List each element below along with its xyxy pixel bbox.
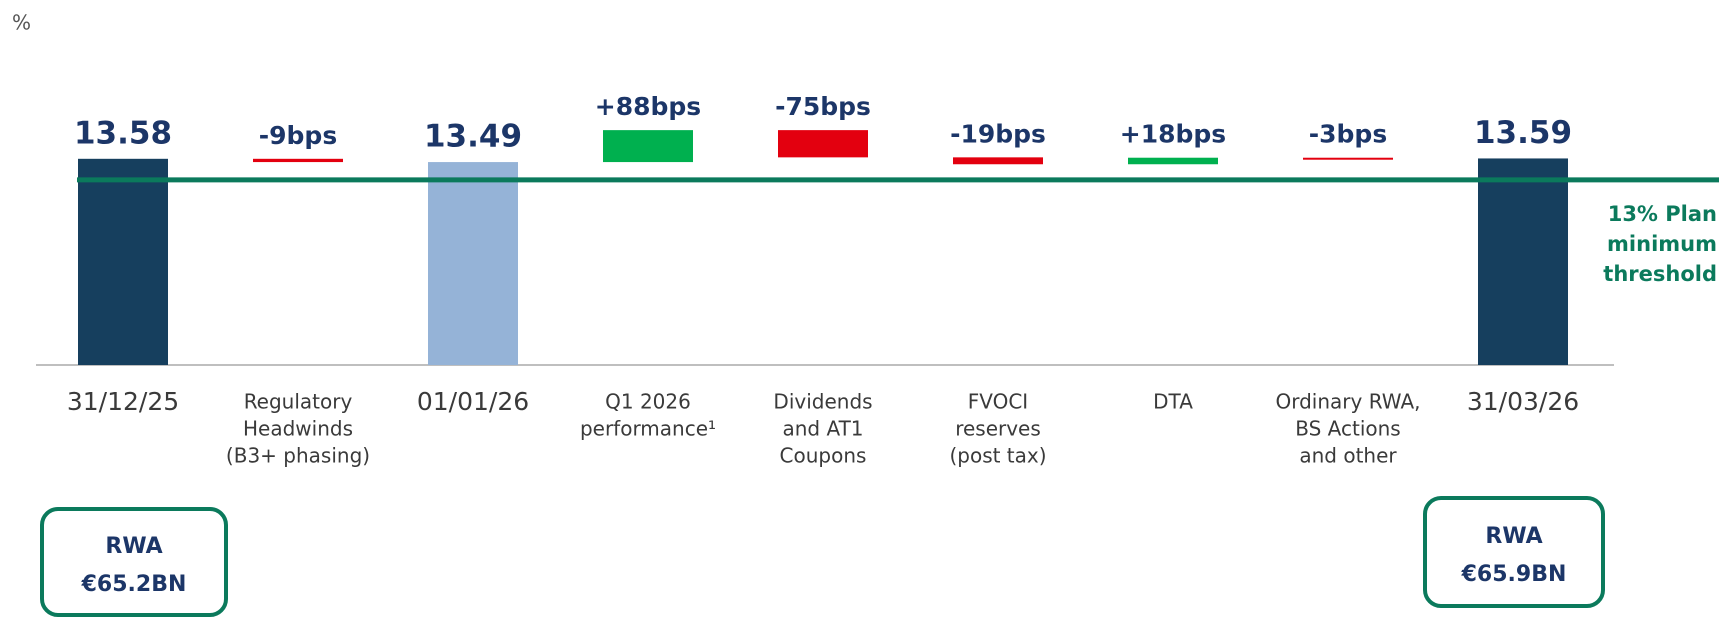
x-tick-label: Ordinary RWA, bbox=[1275, 390, 1420, 414]
x-tick-label: 01/01/26 bbox=[417, 387, 529, 416]
x-tick-label: Headwinds bbox=[243, 417, 353, 441]
x-tick-label: Q1 2026 bbox=[605, 390, 691, 414]
data-label: +88bps bbox=[595, 92, 701, 121]
data-label: -19bps bbox=[950, 119, 1046, 148]
threshold-label: threshold bbox=[1603, 262, 1717, 286]
x-tick-label: DTA bbox=[1153, 390, 1193, 414]
bar bbox=[1478, 158, 1568, 365]
x-tick-label: BS Actions bbox=[1295, 417, 1400, 441]
bar bbox=[953, 157, 1043, 165]
threshold-label: minimum bbox=[1607, 232, 1717, 256]
bar bbox=[78, 158, 168, 365]
rwa-title: RWA bbox=[105, 534, 162, 559]
x-tick-label: Dividends bbox=[773, 390, 872, 414]
x-tick-label: and other bbox=[1299, 444, 1397, 468]
rwa-title: RWA bbox=[1485, 524, 1542, 549]
x-tick-label: (B3+ phasing) bbox=[226, 444, 370, 468]
unit-label: % bbox=[12, 11, 31, 35]
data-label: 13.58 bbox=[74, 115, 172, 151]
rwa-value: €65.9BN bbox=[1461, 562, 1567, 587]
x-tick-label: and AT1 bbox=[782, 417, 863, 441]
bar bbox=[1128, 157, 1218, 165]
rwa-value: €65.2BN bbox=[81, 572, 187, 597]
bar bbox=[603, 130, 693, 163]
x-tick-label: 31/12/25 bbox=[67, 387, 179, 416]
x-tick-label: (post tax) bbox=[949, 444, 1046, 468]
bar bbox=[778, 130, 868, 158]
data-label: +18bps bbox=[1120, 120, 1226, 149]
x-tick-label: reserves bbox=[955, 417, 1041, 441]
rwa-box-frame bbox=[1423, 496, 1605, 608]
x-tick-label: performance¹ bbox=[580, 417, 716, 441]
bar bbox=[1303, 157, 1393, 160]
data-label: -9bps bbox=[259, 121, 337, 150]
rwa-box: RWA €65.2BN bbox=[40, 507, 228, 617]
data-label: -3bps bbox=[1309, 120, 1387, 149]
rwa-box-frame bbox=[40, 507, 228, 617]
data-label: -75bps bbox=[775, 92, 871, 121]
x-tick-label: Coupons bbox=[780, 444, 867, 468]
x-tick-label: 31/03/26 bbox=[1467, 387, 1579, 416]
bar bbox=[253, 158, 343, 163]
data-label: 13.49 bbox=[424, 119, 522, 155]
rwa-box: RWA €65.9BN bbox=[1423, 496, 1605, 608]
x-tick-label: Regulatory bbox=[244, 390, 353, 414]
data-label: 13.59 bbox=[1474, 115, 1572, 151]
bar bbox=[428, 162, 518, 365]
threshold-label: 13% Plan bbox=[1608, 202, 1717, 226]
x-tick-label: FVOCI bbox=[968, 390, 1028, 414]
